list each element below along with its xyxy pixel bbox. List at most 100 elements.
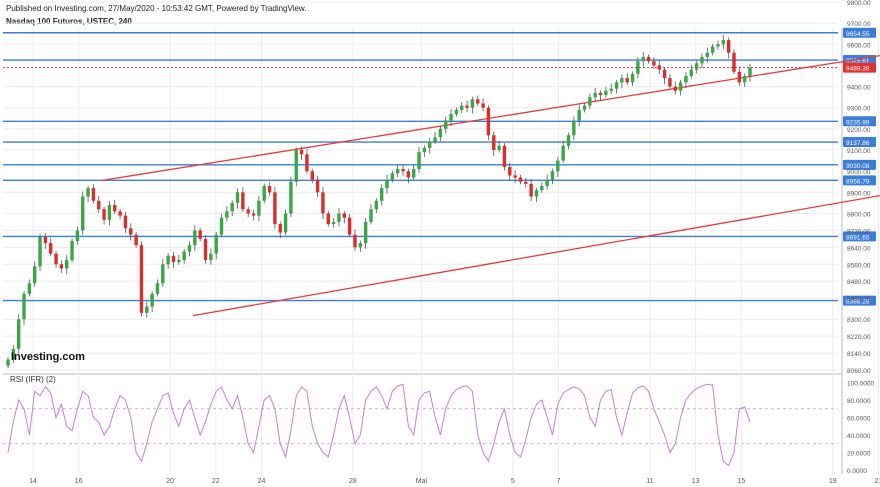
bearish-candle	[646, 56, 651, 62]
bearish-candle	[508, 166, 512, 176]
bearish-candle	[529, 183, 533, 197]
bullish-candle	[742, 76, 747, 83]
time-tick-label: 5	[511, 478, 515, 485]
bearish-candle	[662, 69, 667, 79]
bullish-candle	[588, 97, 592, 106]
bullish-candle	[219, 217, 224, 235]
bullish-candle	[38, 236, 42, 267]
bullish-candle	[566, 135, 571, 146]
price-tick-label: 9100.00	[847, 148, 871, 155]
bullish-candle	[550, 171, 555, 180]
bullish-candle	[150, 293, 154, 307]
bullish-candle	[283, 213, 288, 233]
bearish-candle	[732, 52, 736, 72]
bearish-candle	[625, 78, 629, 83]
time-tick-label: 16	[75, 478, 83, 485]
price-tick-label: 8220.00	[847, 334, 871, 341]
level-tag	[843, 137, 876, 148]
bullish-candle	[636, 61, 640, 74]
bearish-candle	[492, 135, 496, 151]
bearish-candle	[476, 99, 480, 104]
bullish-candle	[604, 90, 608, 96]
bullish-candle	[369, 209, 373, 222]
investing-logo: Investing.com	[11, 351, 85, 363]
time-tick-label: 11	[646, 478, 653, 485]
bearish-candle	[91, 188, 96, 201]
bullish-candle	[337, 213, 341, 222]
rsi-layer	[3, 383, 838, 467]
time-tick-label: 7	[557, 478, 561, 485]
price-tick-label: 8400.00	[847, 296, 871, 303]
level-tag	[843, 116, 876, 127]
bullish-candle	[710, 46, 715, 53]
bearish-candle	[502, 145, 507, 167]
bullish-candle	[182, 251, 186, 261]
bullish-candle	[582, 105, 587, 110]
bearish-candle	[198, 230, 202, 239]
channel-lower-line	[192, 194, 880, 317]
logo-text: Investing.com	[11, 351, 85, 363]
bullish-candle	[395, 169, 400, 174]
bullish-candle	[422, 147, 427, 153]
channel-lines	[101, 54, 880, 317]
price-tick-label: 8140.00	[847, 351, 871, 358]
bullish-candle	[331, 221, 336, 225]
price-tick-label: 8060.00	[847, 368, 871, 375]
bullish-candle	[363, 221, 368, 244]
time-tick-label: 28	[349, 478, 357, 485]
bearish-candle	[246, 209, 250, 214]
bearish-candle	[518, 177, 523, 182]
bullish-candle	[609, 88, 613, 91]
bearish-candle	[310, 171, 314, 180]
bullish-candle	[438, 128, 443, 138]
bearish-candle	[326, 213, 330, 225]
channel-upper-line	[101, 54, 880, 182]
bearish-candle	[59, 264, 64, 269]
bearish-candle	[347, 217, 352, 235]
bullish-candle	[257, 200, 261, 216]
published-line: Published on Investing.com, 27/May/2020 …	[6, 4, 307, 13]
bullish-candle	[86, 188, 90, 197]
level-tag-label: 8691.65	[846, 234, 870, 241]
rsi-tick-label: 80.0000	[847, 398, 871, 405]
bearish-candle	[43, 236, 48, 244]
bullish-candle	[358, 243, 363, 248]
bullish-candle	[187, 245, 192, 252]
bearish-candle	[598, 92, 603, 96]
bullish-candle	[449, 114, 453, 121]
bullish-candle	[620, 78, 624, 83]
bullish-candle	[161, 264, 165, 284]
bearish-candle	[481, 103, 485, 108]
bullish-candle	[262, 185, 266, 201]
level-tag	[843, 27, 876, 38]
bullish-candle	[385, 179, 389, 189]
bullish-candle	[145, 306, 149, 313]
time-tick-label: Mai	[416, 478, 428, 485]
candles	[6, 34, 752, 369]
bullish-candle	[411, 169, 416, 178]
axes: 9800.00 9700.00 9600.00 9400.00 9300.00 9200.…	[29, 0, 880, 485]
time-tick-label: 21	[875, 478, 880, 485]
bearish-candle	[299, 150, 304, 155]
bearish-candle	[49, 243, 53, 254]
bullish-candle	[593, 92, 597, 98]
bullish-candle	[577, 109, 581, 121]
level-tag	[843, 295, 876, 306]
bullish-candle	[70, 240, 74, 261]
price-tick-label: 8900.00	[847, 190, 871, 197]
bullish-candle	[545, 179, 549, 186]
rsi-tick-label: 100.0000	[847, 381, 874, 388]
bullish-candle	[225, 211, 229, 218]
level-tag	[843, 159, 876, 170]
rsi-tick-label: 20.0000	[847, 451, 871, 458]
price-tick-label: 8560.00	[847, 262, 871, 269]
horizontal-levels: 9654.55 9525.61 9235.99 9137.86 9030.08 8956.…	[3, 27, 876, 306]
bearish-candle	[54, 253, 58, 265]
bullish-candle	[641, 56, 645, 62]
chart-title: Nasdaq 100 Futuros, USTEC, 240	[6, 17, 132, 26]
bullish-candle	[390, 173, 395, 180]
price-tick-label: 9400.00	[847, 85, 871, 92]
bullish-candle	[497, 145, 501, 151]
bullish-candle	[454, 109, 459, 115]
